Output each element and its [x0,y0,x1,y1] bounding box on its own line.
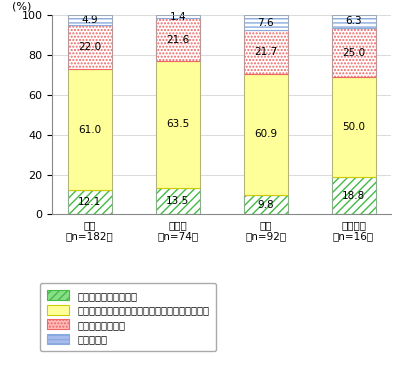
Text: 50.0: 50.0 [342,122,365,132]
Bar [244,74,288,195]
Text: 7.6: 7.6 [257,18,274,28]
Text: 4.9: 4.9 [81,15,98,25]
Text: 12.1: 12.1 [78,197,102,208]
Text: 6.3: 6.3 [345,16,362,26]
Text: 1.4: 1.4 [169,12,186,22]
Text: 61.0: 61.0 [78,124,101,135]
Text: 25.0: 25.0 [342,47,365,57]
Text: 63.5: 63.5 [166,119,189,129]
Text: 22.0: 22.0 [78,42,101,52]
Text: 21.7: 21.7 [254,47,277,57]
Legend: 十分に活用できている, 活用はできているが、十分ではないと感じている, 活用できていない, わからない: 十分に活用できている, 活用はできているが、十分ではないと感じている, 活用でき… [40,283,216,351]
Bar [156,15,199,18]
Bar [68,69,112,190]
Bar [244,15,288,31]
Text: 9.8: 9.8 [257,200,274,210]
Bar [68,190,112,214]
Bar [332,15,376,28]
Y-axis label: (%): (%) [12,1,31,11]
Text: 21.6: 21.6 [166,34,189,44]
Bar [244,195,288,214]
Bar [332,77,376,177]
Bar [332,28,376,77]
Text: 18.8: 18.8 [342,191,365,201]
Bar [156,18,199,61]
Bar [332,15,376,214]
Bar [244,31,288,74]
Bar [156,61,199,188]
Bar [68,25,112,69]
Bar [68,15,112,25]
Bar [244,15,288,214]
Bar [68,15,112,214]
Text: 60.9: 60.9 [254,129,277,139]
Bar [332,177,376,214]
Bar [156,15,199,214]
Text: 13.5: 13.5 [166,196,189,206]
Bar [156,188,199,214]
